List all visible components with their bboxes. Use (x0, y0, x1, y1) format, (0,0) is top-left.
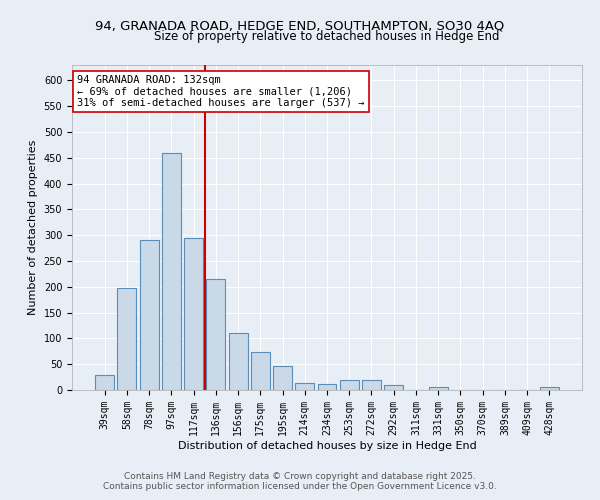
Text: 94 GRANADA ROAD: 132sqm
← 69% of detached houses are smaller (1,206)
31% of semi: 94 GRANADA ROAD: 132sqm ← 69% of detache… (77, 74, 365, 108)
Bar (206, 279, 225, 390)
Bar (317, 384, 337, 390)
X-axis label: Distribution of detached houses by size in Hedge End: Distribution of detached houses by size … (178, 440, 476, 450)
Bar (184, 238, 203, 390)
Text: Contains public sector information licensed under the Open Government Licence v3: Contains public sector information licen… (103, 482, 497, 491)
Title: Size of property relative to detached houses in Hedge End: Size of property relative to detached ho… (154, 30, 500, 43)
Bar (384, 385, 403, 390)
Bar (118, 288, 136, 390)
Bar (229, 334, 248, 390)
Bar (95, 374, 114, 390)
Bar (295, 384, 314, 390)
Y-axis label: Number of detached properties: Number of detached properties (28, 140, 38, 315)
Bar (540, 388, 559, 390)
Bar (251, 352, 270, 390)
Text: 94, GRANADA ROAD, HEDGE END, SOUTHAMPTON, SO30 4AQ: 94, GRANADA ROAD, HEDGE END, SOUTHAMPTON… (95, 20, 505, 32)
Bar (429, 388, 448, 390)
Bar (340, 380, 359, 390)
Bar (362, 380, 381, 390)
Bar (273, 366, 292, 390)
Bar (162, 152, 181, 390)
Text: Contains HM Land Registry data © Crown copyright and database right 2025.: Contains HM Land Registry data © Crown c… (124, 472, 476, 481)
Bar (140, 240, 158, 390)
